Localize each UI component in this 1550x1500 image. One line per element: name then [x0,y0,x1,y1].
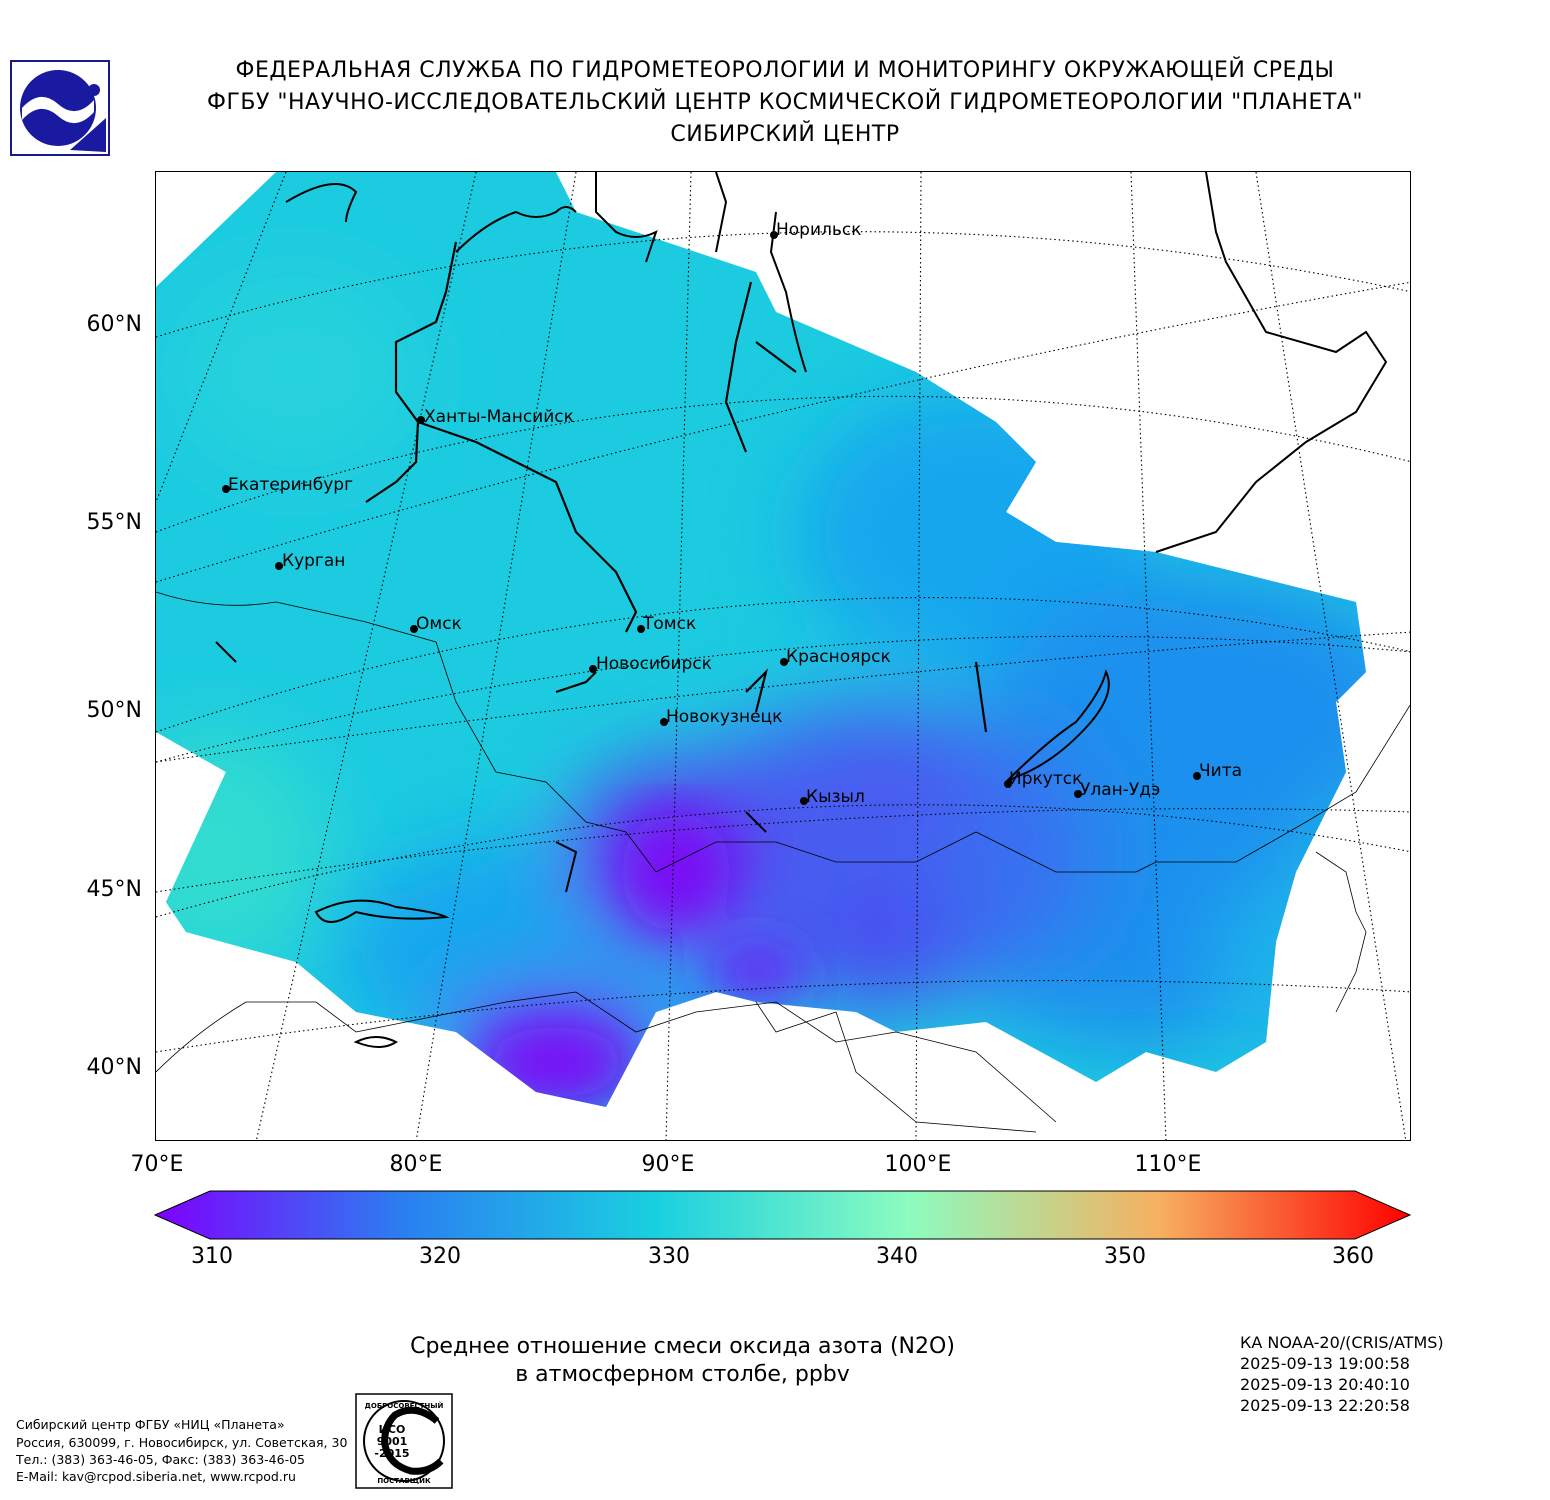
lon-label-100: 100°E [884,1152,952,1177]
city-label-kurgan: Курган [282,551,345,571]
stamp-top-text: ДОБРОСОВЕСТНЫЙ [365,1401,444,1410]
header-line-2: ФГБУ "НАУЧНО-ИССЛЕДОВАТЕЛЬСКИЙ ЦЕНТР КОС… [207,90,1363,115]
city-label-ulan-ude: Улан-Удэ [1080,780,1160,800]
header-line-1: ФЕДЕРАЛЬНАЯ СЛУЖБА ПО ГИДРОМЕТЕОРОЛОГИИ … [235,58,1335,83]
footer-address: Россия, 630099, г. Новосибирск, ул. Сове… [16,1435,348,1450]
lat-label-40: 40°N [86,1055,142,1080]
n2o-map: Норильск Ханты-Мансийск Екатеринбург Кур… [155,171,1411,1141]
lon-label-110: 110°E [1134,1152,1202,1177]
lon-label-90: 90°E [641,1152,695,1177]
city-label-krasnoyarsk: Красноярск [786,647,891,667]
satellite-time-3: 2025-09-13 22:20:58 [1240,1396,1410,1415]
satellite-time-2: 2025-09-13 20:40:10 [1240,1375,1410,1394]
city-label-kyzyl: Кызыл [806,787,865,807]
colorbar-tick-350: 350 [1104,1244,1146,1269]
lat-label-60: 60°N [86,312,142,337]
city-label-novokuznetsk: Новокузнецк [666,707,782,727]
caption-line-1: Среднее отношение смеси оксида азота (N2… [410,1334,955,1359]
footer-email: E-Mail: kav@rcpod.siberia.net, www.rcpod… [16,1469,296,1484]
n2o-field [156,172,1366,1107]
iso-9001-stamp: ДОБРОСОВЕСТНЫЙ ИСО 9001 -2015 ПОСТАВЩИК [355,1393,453,1489]
baikal-lake [1005,669,1110,783]
graticule [156,172,1410,1140]
stamp-bottom-text: ПОСТАВЩИК [377,1477,431,1485]
balkhash-lake [314,899,450,923]
city-label-khanty-mansiysk: Ханты-Мансийск [424,407,574,427]
header-line-3: СИБИРСКИЙ ЦЕНТР [670,122,900,147]
caption-line-2: в атмосферном столбе, ppbv [515,1362,850,1387]
coastlines [285,172,1388,553]
lat-label-50: 50°N [86,698,142,723]
colorbar-tick-310: 310 [191,1244,233,1269]
city-markers: Норильск Ханты-Мансийск Екатеринбург Кур… [222,220,1242,807]
city-label-norilsk: Норильск [776,220,862,240]
city-label-tomsk: Томск [642,614,696,634]
colorbar [153,1190,1412,1240]
lat-label-55: 55°N [86,510,142,535]
lon-label-70: 70°E [130,1152,184,1177]
lat-label-45: 45°N [86,877,142,902]
country-borders [156,591,1410,1133]
colorbar-tick-320: 320 [419,1244,461,1269]
satellite-name: КА NOAA-20/(CRIS/ATMS) [1240,1333,1444,1352]
stamp-iso: ИСО [379,1423,406,1436]
lakes [215,641,1110,1048]
map-canvas: Норильск Ханты-Мансийск Екатеринбург Кур… [156,172,1410,1140]
city-label-chita: Чита [1199,761,1242,781]
footer-phone: Тел.: (383) 363-46-05, Факс: (383) 363-4… [16,1452,306,1467]
city-label-ekaterinburg: Екатеринбург [228,475,353,495]
stamp-number: 9001 [377,1435,408,1448]
lon-label-80: 80°E [389,1152,443,1177]
satellite-time-1: 2025-09-13 19:00:58 [1240,1354,1410,1373]
city-label-omsk: Омск [416,614,462,634]
city-label-novosibirsk: Новосибирск [596,654,712,674]
rivers [365,241,988,733]
roshydromet-logo [10,60,110,156]
city-label-irkutsk: Иркутск [1009,769,1082,789]
colorbar-tick-360: 360 [1332,1244,1374,1269]
footer-org: Сибирский центр ФГБУ «НИЦ «Планета» [16,1417,285,1432]
stamp-year: -2015 [374,1447,409,1460]
colorbar-tick-330: 330 [648,1244,690,1269]
colorbar-tick-340: 340 [876,1244,918,1269]
